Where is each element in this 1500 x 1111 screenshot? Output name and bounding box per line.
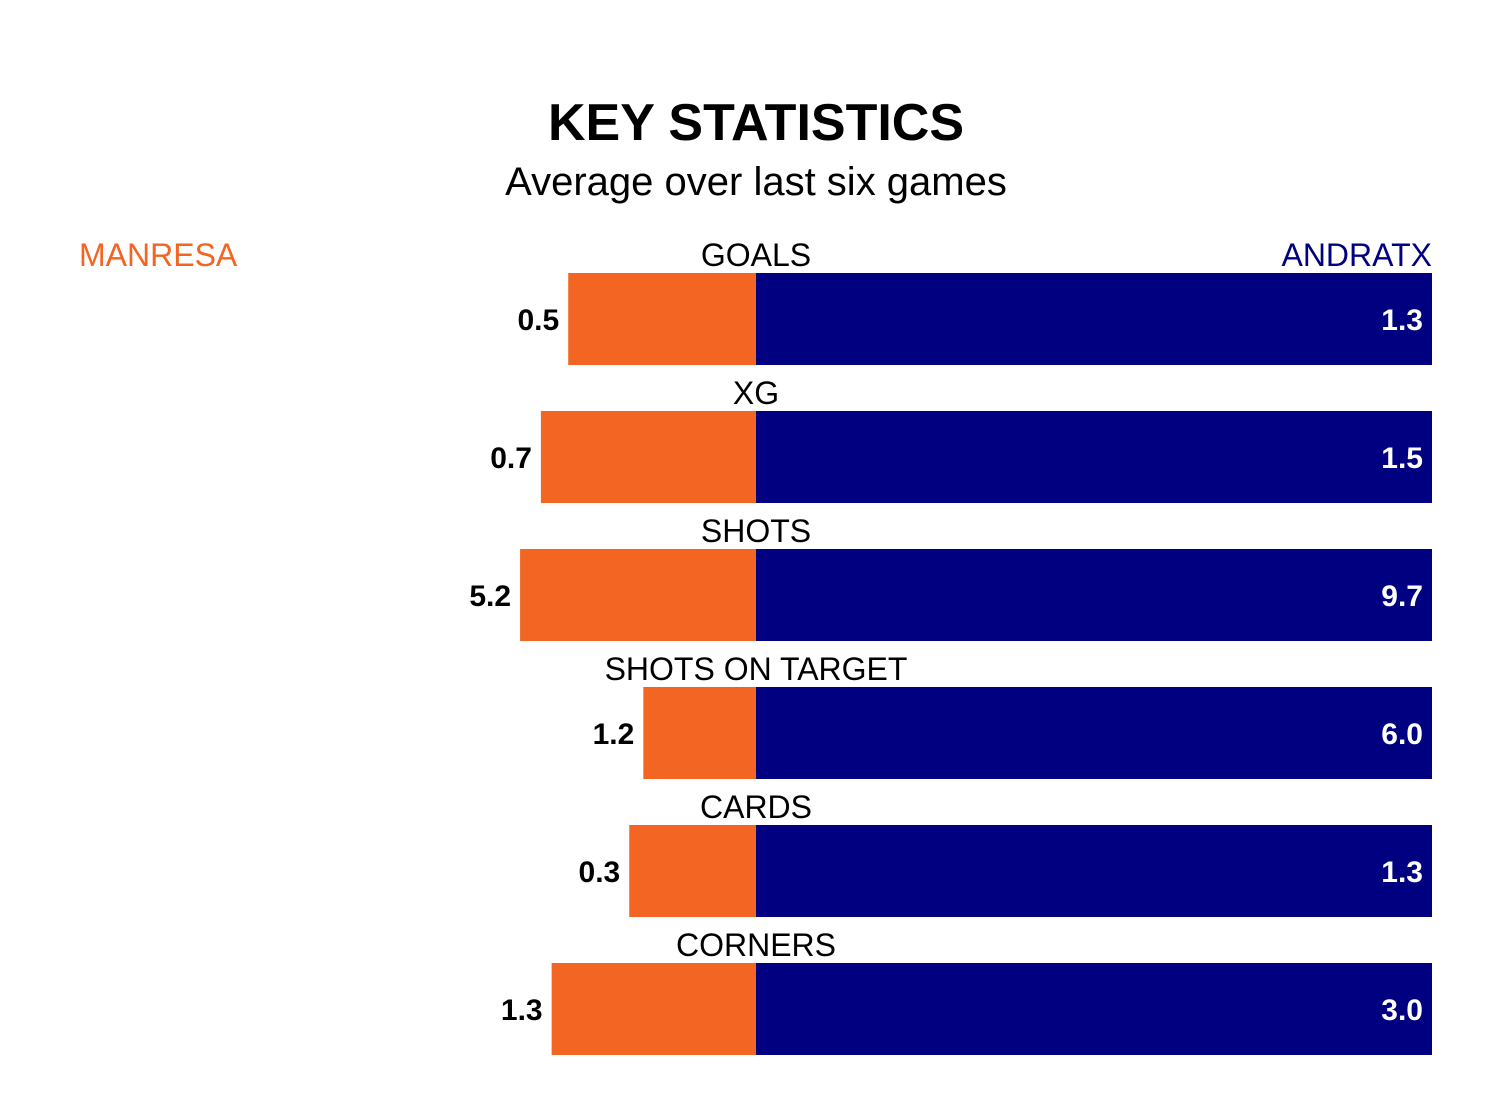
home-value-label: 1.2 (593, 718, 635, 751)
away-value-label: 1.3 (1381, 856, 1423, 889)
away-value-label: 3.0 (1381, 994, 1423, 1027)
away-bar (756, 687, 1432, 779)
home-team-label: MANRESA (79, 237, 238, 273)
away-bar (756, 963, 1432, 1055)
category-label: XG (733, 375, 779, 411)
home-bar (551, 963, 756, 1055)
category-label: CORNERS (676, 927, 836, 963)
away-bar (756, 273, 1432, 365)
away-bar (756, 549, 1432, 641)
away-value-label: 1.5 (1381, 442, 1423, 475)
category-label: SHOTS ON TARGET (605, 651, 908, 687)
home-value-label: 0.5 (518, 304, 560, 337)
away-value-label: 6.0 (1381, 718, 1423, 751)
home-value-label: 5.2 (469, 580, 511, 613)
category-label: GOALS (701, 237, 811, 273)
category-label: CARDS (700, 789, 812, 825)
home-bar (643, 687, 756, 779)
away-bar (756, 825, 1432, 917)
home-bar (629, 825, 756, 917)
away-value-label: 9.7 (1381, 580, 1423, 613)
home-bar (540, 411, 756, 503)
home-value-label: 0.7 (490, 442, 532, 475)
chart-subtitle: Average over last six games (505, 160, 1007, 204)
home-value-label: 1.3 (501, 994, 543, 1027)
bars-group: GOALS 0.5 1.3 XG 0.7 1.5 SHOTS 5.2 9.7 SHOTS ON T… (469, 237, 1432, 1055)
home-bar (568, 273, 756, 365)
home-bar (520, 549, 756, 641)
category-label: SHOTS (701, 513, 811, 549)
home-value-label: 0.3 (579, 856, 621, 889)
chart-title: KEY STATISTICS (548, 94, 964, 152)
away-team-label: ANDRATX (1281, 237, 1432, 273)
away-bar (756, 411, 1432, 503)
away-value-label: 1.3 (1381, 304, 1423, 337)
